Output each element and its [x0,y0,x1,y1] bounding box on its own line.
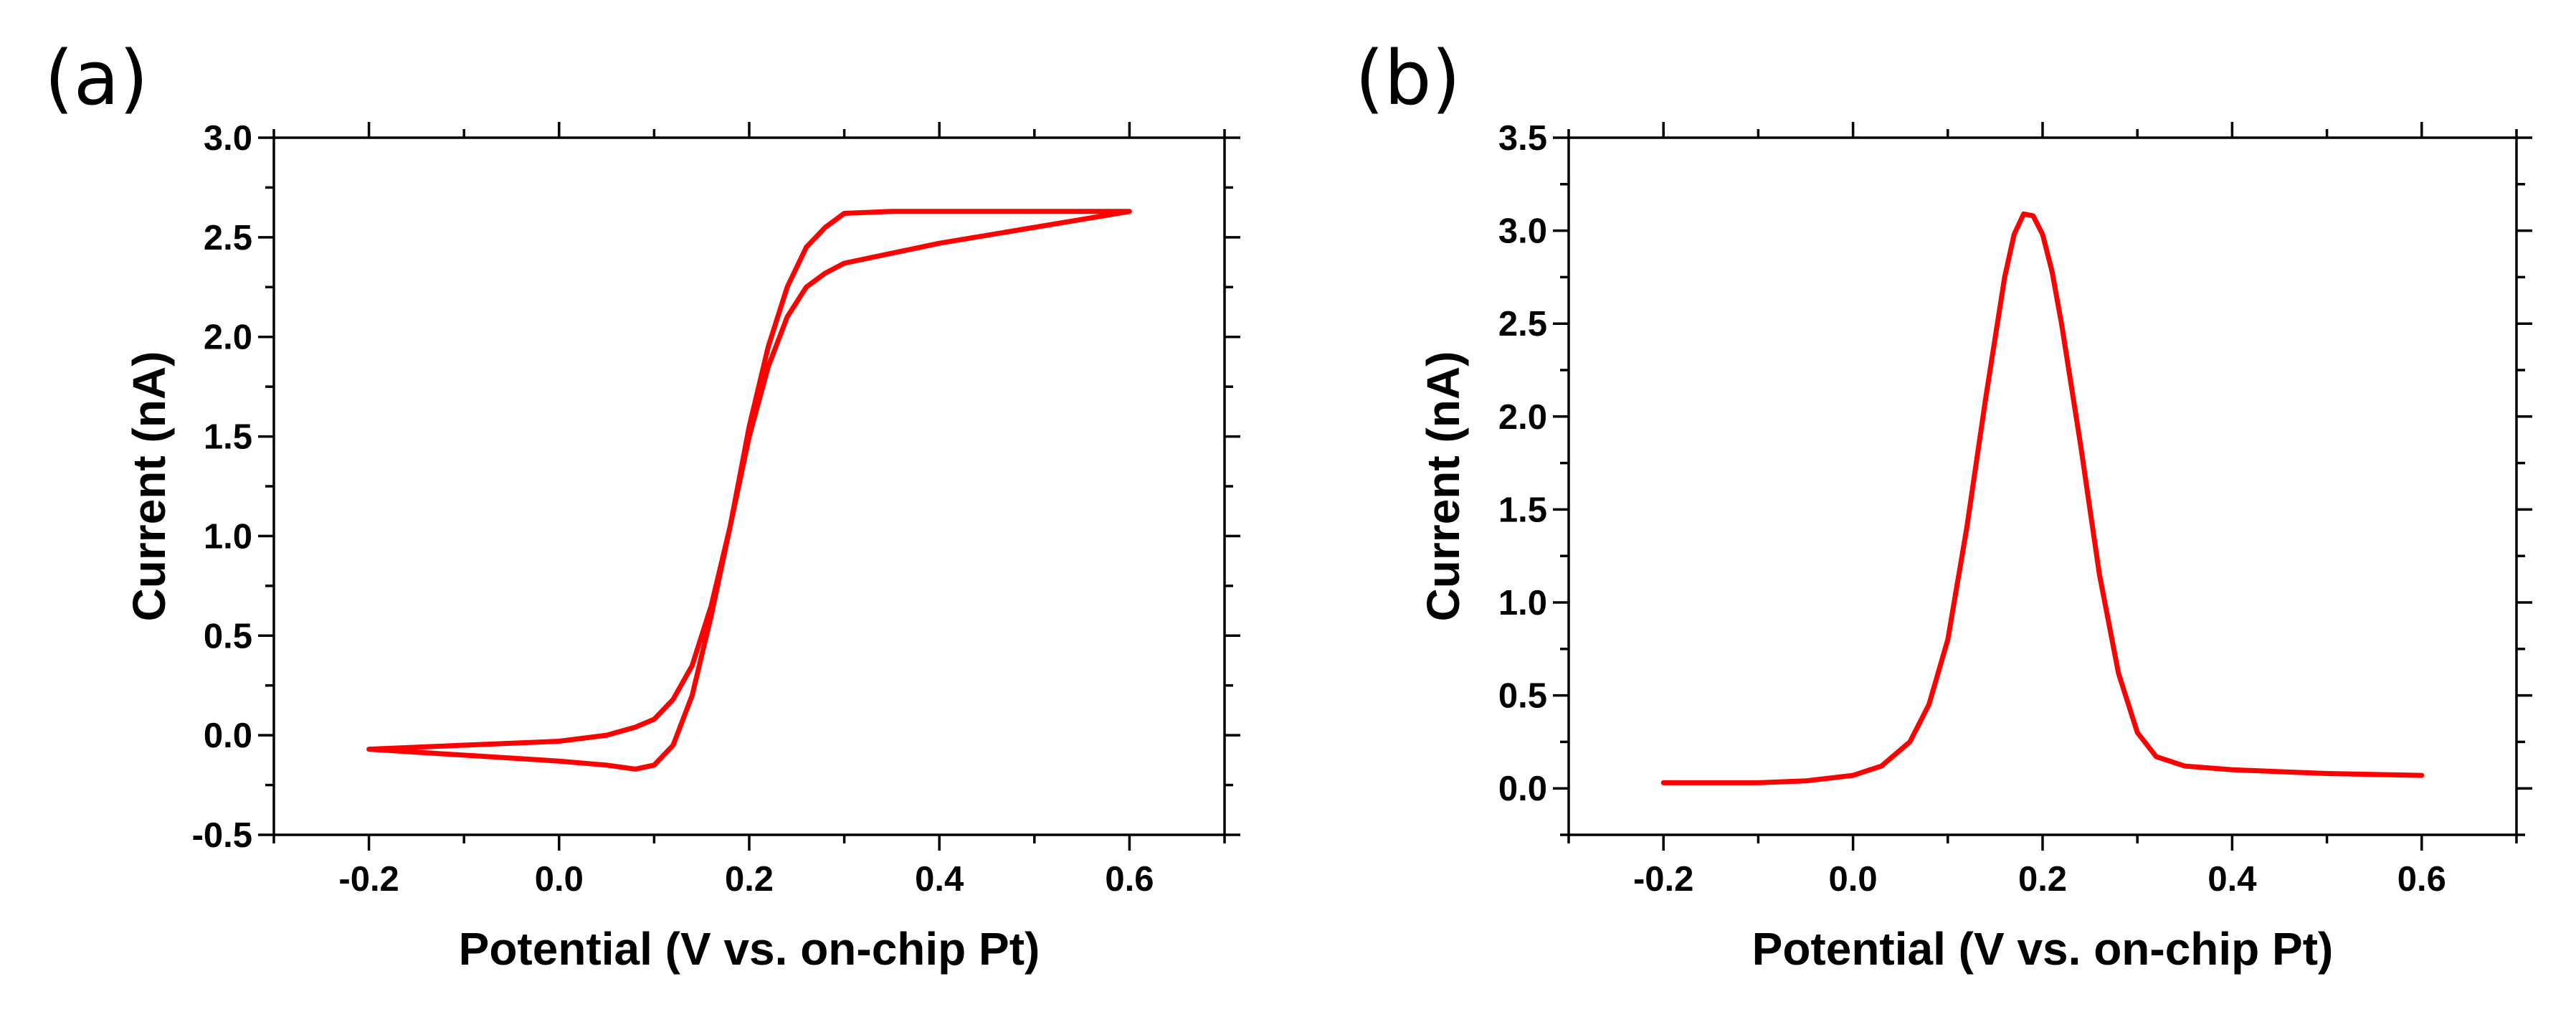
ticks-a [258,122,1240,851]
y-tick-label-a: 2.0 [204,318,252,357]
panel-label-b: (b) [1355,34,1460,122]
ticks-b [1553,122,2532,851]
panel-b: (b) -0.2 0.0 0.2 0.4 0.6 0.0 0.5 1.0 1.5 2.0 2.5 3.… [1355,34,2532,975]
y-tick-label-b: 3.5 [1498,119,1547,158]
y-axis-title-b: Current (nA) [1417,351,1469,622]
x-tick-label-a: 0.2 [725,860,774,899]
x-tick-label-a: -0.2 [338,860,399,899]
x-tick-label-b: 0.2 [2018,860,2067,899]
x-tick-label-b: -0.2 [1633,860,1693,899]
tick-labels-a: -0.2 0.0 0.2 0.4 0.6 -0.5 0.0 0.5 1.0 1.5 2.0 2.5 3.… [192,119,1154,899]
x-tick-label-a: 0.0 [535,860,584,899]
panel-label-a: (a) [44,34,148,122]
x-tick-label-b: 0.6 [2397,860,2446,899]
y-tick-label-a: -0.5 [192,816,252,855]
x-tick-label-b: 0.4 [2207,860,2256,899]
y-tick-label-a: 0.0 [204,716,252,755]
x-axis-title-a: Potential (V vs. on-chip Pt) [459,923,1040,975]
y-tick-label-b: 1.0 [1498,584,1547,623]
y-axis-title-a: Current (nA) [123,351,175,622]
x-tick-label-a: 0.6 [1105,860,1154,899]
y-tick-label-b: 2.0 [1498,398,1547,437]
y-tick-label-a: 1.0 [204,517,252,556]
y-tick-label-a: 0.5 [204,617,252,656]
y-tick-label-b: 0.0 [1498,770,1547,808]
plot-frame-a [272,136,1226,836]
panel-a: (a) -0.2 0.0 0.2 0.4 0.6 -0.5 0.0 0.5 1.0 1.5 2.0 2… [44,34,1240,975]
y-tick-label-b: 1.5 [1498,491,1547,529]
cv-curve [366,209,1132,772]
x-tick-label-a: 0.4 [915,860,964,899]
y-tick-label-a: 2.5 [204,219,252,257]
dpv-curve [1660,211,2425,785]
x-tick-label-b: 0.0 [1829,860,1878,899]
x-axis-title-b: Potential (V vs. on-chip Pt) [1752,923,2334,975]
y-tick-label-b: 3.0 [1498,212,1547,251]
y-tick-label-b: 0.5 [1498,677,1547,716]
tick-labels-b: -0.2 0.0 0.2 0.4 0.6 0.0 0.5 1.0 1.5 2.0 2.5 3.0 3.5 [1498,119,2446,899]
y-tick-label-a: 1.5 [204,418,252,457]
y-tick-label-b: 2.5 [1498,305,1547,344]
y-tick-label-a: 3.0 [204,119,252,158]
